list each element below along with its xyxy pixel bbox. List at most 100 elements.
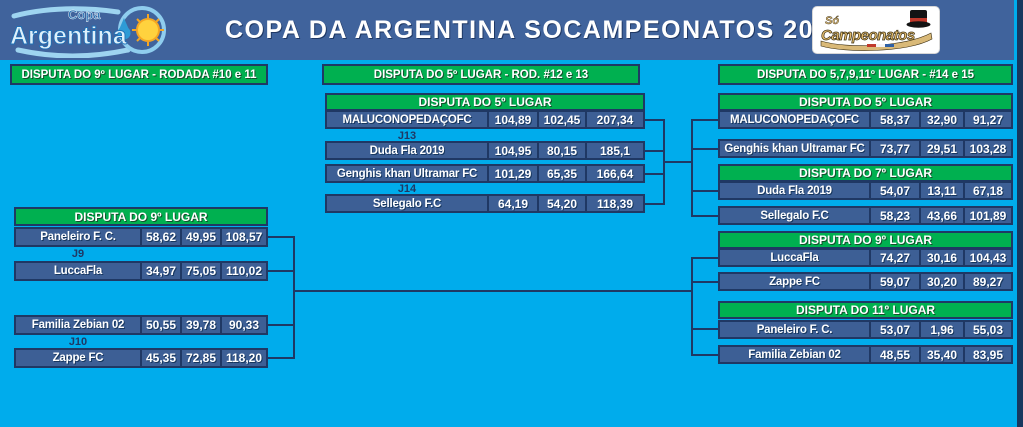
score-total: 89,27	[963, 274, 1011, 289]
score-total: 110,02	[220, 263, 266, 279]
score-total: 90,33	[220, 317, 266, 333]
final-7th-title: DISPUTA DO 7º LUGAR	[718, 164, 1013, 182]
team-name: Genghis khan Ultramar FC	[336, 167, 478, 180]
team-row-luccafla-final: LuccaFla 74,27 30,16 104,43	[718, 248, 1013, 267]
team-row-zappe-j10: Zappe FC 45,35 72,85 118,20	[14, 348, 268, 368]
page-title: COPA DA ARGENTINA SOCAMPEONATOS 2021	[225, 16, 845, 44]
team-row-paneleiro-final: Paneleiro F. C. 53,07 1,96 55,03	[718, 320, 1013, 339]
connector-line	[645, 173, 665, 175]
top-hat-icon	[906, 10, 931, 28]
score-game1: 53,07	[869, 322, 919, 337]
logo-so-word: Só	[825, 15, 839, 27]
score-game1: 104,89	[487, 112, 537, 127]
sun-icon	[132, 14, 164, 46]
final-5th-title: DISPUTA DO 5º LUGAR	[718, 93, 1013, 111]
score-game1: 34,97	[140, 263, 180, 279]
team-row-genghis-final: Genghis khan Ultramar FC 73,77 29,51 103…	[718, 139, 1013, 158]
score-total: 83,95	[963, 347, 1011, 362]
score-game1: 45,35	[140, 350, 180, 366]
team-row-zappe-final: Zappe FC 59,07 30,20 89,27	[718, 272, 1013, 291]
connector-line	[268, 270, 295, 272]
connector-line	[293, 290, 693, 292]
team-row-maluco-j13: MALUCONOPEDAÇOFC 104,89 102,45 207,34	[325, 110, 645, 129]
left-bracket-title: DISPUTA DO 9º LUGAR	[14, 207, 268, 226]
team-name: Duda Fla 2019	[757, 184, 832, 197]
connector-line	[293, 236, 295, 359]
connector-line	[691, 281, 718, 283]
right-edge-strip	[1017, 0, 1023, 427]
copa-argentina-logo: Copa Argentina	[6, 2, 174, 59]
score-total: 166,64	[585, 166, 643, 181]
score-game2: 80,15	[537, 143, 585, 158]
score-total: 118,39	[585, 196, 643, 211]
team-name: Zappe FC	[52, 352, 104, 364]
team-row-duda-final: Duda Fla 2019 54,07 13,11 67,18	[718, 181, 1013, 200]
score-total: 118,20	[220, 350, 266, 366]
team-name: Familia Zebian 02	[748, 348, 841, 361]
team-row-familia-final: Familia Zebian 02 48,55 35,40 83,95	[718, 345, 1013, 364]
score-game2: 32,90	[919, 112, 963, 127]
score-game2: 54,20	[537, 196, 585, 211]
team-row-sellegalo-final: Sellegalo F.C 58,23 43,66 101,89	[718, 206, 1013, 225]
team-name: Zappe FC	[769, 275, 820, 288]
so-campeonatos-logo: Só Campeonatos	[812, 6, 940, 54]
score-total: 185,1	[585, 143, 643, 158]
connector-line	[691, 148, 718, 150]
team-name: LuccaFla	[770, 251, 819, 264]
final-11th-title: DISPUTA DO 11º LUGAR	[718, 301, 1013, 319]
score-game2: 13,11	[919, 183, 963, 198]
score-game1: 64,19	[487, 196, 537, 211]
team-row-familia-j10: Familia Zebian 02 50,55 39,78 90,33	[14, 315, 268, 335]
score-game2: 65,35	[537, 166, 585, 181]
connector-line	[645, 119, 665, 121]
team-name: Paneleiro F. C.	[40, 231, 116, 243]
score-total: 207,34	[585, 112, 643, 127]
score-game1: 73,77	[869, 141, 919, 156]
score-game1: 74,27	[869, 250, 919, 265]
flag-stripe	[867, 44, 894, 47]
score-game2: 29,51	[919, 141, 963, 156]
team-row-paneleiro-j9: Paneleiro F. C. 58,62 49,95 108,57	[14, 227, 268, 247]
water-drop-icon	[117, 18, 131, 40]
team-name: Duda Fla 2019	[369, 144, 445, 157]
logo-campeonatos-word: Campeonatos	[821, 27, 915, 44]
score-game1: 58,62	[140, 229, 180, 245]
connector-line	[268, 236, 295, 238]
middle-bracket-title: DISPUTA DO 5º LUGAR	[325, 93, 645, 111]
connector-line	[691, 190, 718, 192]
team-name: Familia Zebian 02	[31, 319, 125, 331]
team-row-genghis-j14: Genghis khan Ultramar FC 101,29 65,35 16…	[325, 164, 645, 183]
score-game1: 58,37	[869, 112, 919, 127]
team-name: Genghis khan Ultramar FC	[724, 142, 865, 155]
team-name: LuccaFla	[53, 265, 103, 277]
round-header-middle: DISPUTA DO 5º LUGAR - ROD. #12 e 13	[322, 64, 640, 85]
team-name: MALUCONOPEDAÇOFC	[342, 113, 472, 126]
score-game1: 50,55	[140, 317, 180, 333]
team-row-sellegalo-j14: Sellegalo F.C 64,19 54,20 118,39	[325, 194, 645, 213]
match-label-j14: J14	[397, 183, 417, 195]
team-row-luccafla-j9: LuccaFla 34,97 75,05 110,02	[14, 261, 268, 281]
score-game2: 49,95	[180, 229, 220, 245]
team-name: Paneleiro F. C.	[756, 323, 833, 336]
team-name: Sellegalo F.C	[760, 209, 829, 222]
score-total: 67,18	[963, 183, 1011, 198]
score-game1: 104,95	[487, 143, 537, 158]
score-game2: 72,85	[180, 350, 220, 366]
connector-line	[691, 119, 718, 121]
connector-line	[691, 328, 718, 330]
team-row-maluco-final: MALUCONOPEDAÇOFC 58,37 32,90 91,27	[718, 110, 1013, 129]
team-name: MALUCONOPEDAÇOFC	[729, 113, 860, 126]
match-label-j13: J13	[397, 130, 417, 142]
logo-argentina-word: Argentina	[10, 22, 128, 50]
connector-line	[268, 357, 295, 359]
score-game2: 43,66	[919, 208, 963, 223]
score-game1: 58,23	[869, 208, 919, 223]
score-game2: 1,96	[919, 322, 963, 337]
score-game2: 35,40	[919, 347, 963, 362]
connector-line	[691, 119, 693, 217]
score-game2: 75,05	[180, 263, 220, 279]
connector-line	[645, 203, 665, 205]
match-label-j10: J10	[68, 336, 88, 348]
score-total: 103,28	[963, 141, 1011, 156]
